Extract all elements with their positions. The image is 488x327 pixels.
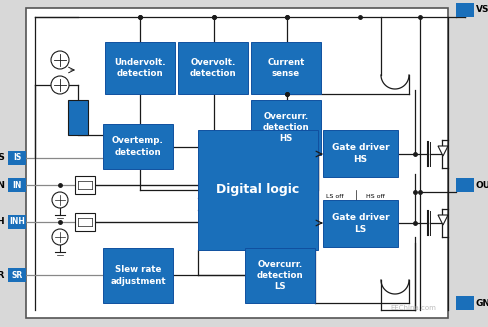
Bar: [198, 130, 318, 250]
Text: IS: IS: [13, 153, 21, 163]
Bar: [245, 248, 315, 303]
Text: Gate driver
HS: Gate driver HS: [332, 144, 389, 164]
Text: LS off: LS off: [326, 195, 344, 199]
Text: SR: SR: [11, 270, 22, 280]
Bar: [323, 200, 398, 247]
Text: SR: SR: [0, 270, 5, 280]
Bar: [251, 100, 321, 155]
Bar: [178, 42, 248, 94]
Bar: [323, 130, 398, 177]
Polygon shape: [438, 146, 448, 156]
Text: Overtemp.
detection: Overtemp. detection: [112, 136, 164, 157]
Bar: [103, 124, 173, 169]
Bar: [456, 3, 474, 17]
Text: HS off: HS off: [366, 195, 385, 199]
Bar: [8, 215, 26, 229]
Text: Overvolt.
detection: Overvolt. detection: [190, 58, 236, 78]
Text: Current
sense: Current sense: [267, 58, 305, 78]
Bar: [8, 178, 26, 192]
Text: EEChina.com: EEChina.com: [390, 305, 436, 311]
Text: IS: IS: [0, 153, 5, 163]
Text: IN: IN: [12, 181, 21, 190]
Bar: [103, 248, 173, 303]
Text: VS: VS: [476, 6, 488, 14]
Bar: [75, 213, 95, 231]
Text: Overcurr.
detection
HS: Overcurr. detection HS: [263, 112, 309, 143]
Circle shape: [52, 229, 68, 245]
Bar: [26, 8, 448, 318]
Text: Gate driver
LS: Gate driver LS: [332, 214, 389, 233]
Text: Slew rate
adjustment: Slew rate adjustment: [110, 266, 166, 285]
Bar: [68, 100, 88, 135]
Circle shape: [51, 51, 69, 69]
Polygon shape: [438, 215, 448, 225]
Bar: [105, 42, 175, 94]
Circle shape: [52, 192, 68, 208]
Bar: [251, 42, 321, 94]
Bar: [8, 151, 26, 165]
Bar: [456, 178, 474, 192]
Bar: [75, 176, 95, 194]
Text: GND: GND: [476, 299, 488, 307]
Text: Undervolt.
detection: Undervolt. detection: [114, 58, 166, 78]
Bar: [456, 296, 474, 310]
Bar: [8, 268, 26, 282]
Text: Overcurr.
detection
LS: Overcurr. detection LS: [257, 260, 304, 291]
Circle shape: [51, 76, 69, 94]
Text: IN: IN: [0, 181, 5, 190]
Text: INH: INH: [9, 217, 25, 227]
Text: OUT: OUT: [476, 181, 488, 190]
Text: Digital logic: Digital logic: [216, 183, 300, 197]
Text: INH: INH: [0, 217, 5, 227]
